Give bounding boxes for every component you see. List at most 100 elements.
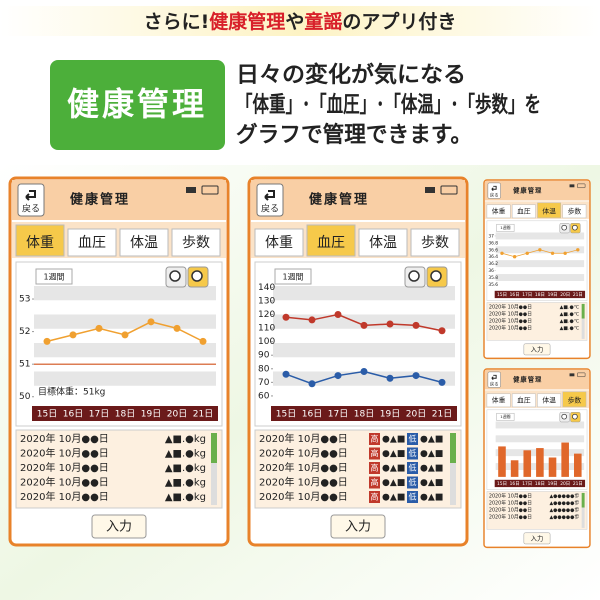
record-tag xyxy=(369,447,380,460)
day-label: 19日 xyxy=(548,292,558,298)
banner-highlight: 健康管理 xyxy=(209,10,285,33)
record-tag xyxy=(369,462,380,474)
battery-icon xyxy=(201,185,219,195)
day-label: 19日 xyxy=(380,409,400,420)
record-value: ●▲■ xyxy=(420,478,443,488)
y-tick-label: 35.6 xyxy=(488,282,498,288)
chart-stripe xyxy=(273,343,455,358)
record-date: 2020年 10月●●日 xyxy=(259,432,348,445)
status-icon xyxy=(569,184,575,188)
record-date: 2020年 10月●●日 xyxy=(489,492,532,499)
chart-stripe xyxy=(34,343,216,358)
day-label: 21日 xyxy=(432,409,452,420)
back-button xyxy=(17,183,45,217)
data-point xyxy=(360,321,368,329)
bar xyxy=(548,457,557,477)
header xyxy=(484,180,589,201)
battery-icon xyxy=(440,185,458,195)
status-icon xyxy=(425,187,435,193)
record-tag-label: 低 xyxy=(409,448,417,458)
input-button[interactable] xyxy=(523,343,551,356)
y-tick-label: 140 xyxy=(258,283,275,293)
record-tag-label: 低 xyxy=(409,477,417,487)
record-panel xyxy=(15,429,223,509)
record-value: ●▲■ xyxy=(382,493,405,503)
tab-label: 体温 xyxy=(542,207,556,216)
y-tick-label: 100 xyxy=(258,337,275,347)
zoom-icon xyxy=(561,224,567,231)
record-date: 2020年 10月●●日 xyxy=(489,303,532,310)
y-tick-label: 36.8 xyxy=(488,240,498,246)
y-tick-label: 110 xyxy=(258,324,275,334)
tab-label: 血圧 xyxy=(517,396,531,405)
record-date: 2020年 10月●●日 xyxy=(489,310,532,317)
y-tick-label: 130 xyxy=(258,296,275,306)
record-value: ●▲■ xyxy=(382,449,405,459)
period-label: 1週間 xyxy=(500,225,510,230)
day-label: 15日 xyxy=(276,409,296,420)
record-date: 2020年 10月●●日 xyxy=(489,317,532,324)
input-button[interactable] xyxy=(91,514,147,539)
day-label: 21日 xyxy=(573,481,583,487)
record-value: ▲●●●●●歩 xyxy=(549,499,579,506)
header xyxy=(12,180,226,220)
zoom-icon xyxy=(561,413,567,420)
record-panel xyxy=(486,491,588,530)
day-label: 15日 xyxy=(497,481,507,487)
period-label: 1週間 xyxy=(500,414,510,419)
record-value: ●▲■ xyxy=(420,449,443,459)
y-tick-label: 50 xyxy=(19,392,31,402)
tab-label: 歩数 xyxy=(421,235,449,251)
tab xyxy=(67,228,117,257)
back-button xyxy=(487,371,501,388)
data-point xyxy=(282,370,290,378)
day-row xyxy=(494,290,586,299)
scroll-track xyxy=(581,492,585,528)
status-icon xyxy=(186,187,196,193)
day-label: 18日 xyxy=(535,292,545,298)
scroll-track xyxy=(581,303,585,339)
record-value: ●▲■ xyxy=(382,478,405,488)
data-point xyxy=(412,372,420,380)
input-button[interactable] xyxy=(330,514,386,539)
y-tick-label: 60 xyxy=(258,391,270,401)
zoom-icon xyxy=(572,413,578,420)
y-tick-label: 120 xyxy=(258,310,275,320)
tab xyxy=(171,228,221,257)
feature-line: 日々の変化が気になる xyxy=(236,62,466,88)
tab-label: 歩数 xyxy=(568,207,582,216)
back-icon xyxy=(25,190,36,201)
day-label: 21日 xyxy=(193,409,213,420)
record-value: ▲■.●℃ xyxy=(560,325,580,331)
period-box xyxy=(496,412,515,421)
y-tick-label: 52 xyxy=(19,327,30,337)
day-label: 20日 xyxy=(560,292,570,298)
data-point xyxy=(550,251,555,255)
day-label: 18日 xyxy=(535,481,545,487)
input-label: 入力 xyxy=(106,520,132,535)
record-date: 2020年 10月●●日 xyxy=(489,506,532,513)
banner-text: や xyxy=(285,11,304,33)
tab-label: 体温 xyxy=(130,235,158,251)
input-button[interactable] xyxy=(523,532,551,545)
period-box xyxy=(496,223,515,232)
day-label: 18日 xyxy=(115,409,135,420)
bar xyxy=(523,450,532,477)
input-label: 入力 xyxy=(531,345,544,354)
record-tag-label: 低 xyxy=(409,434,417,444)
record-date: 2020年 10月●●日 xyxy=(20,476,109,489)
chart-stripe xyxy=(495,421,585,429)
record-tag xyxy=(407,447,418,460)
tab xyxy=(537,202,562,219)
chart-stripe xyxy=(34,314,216,329)
data-point xyxy=(95,324,103,332)
back-button xyxy=(487,182,501,199)
banner-band xyxy=(0,6,600,36)
record-tag-label: 低 xyxy=(409,492,417,502)
tab xyxy=(486,393,511,408)
tab xyxy=(306,224,356,257)
tab-label: 体重 xyxy=(492,396,506,405)
